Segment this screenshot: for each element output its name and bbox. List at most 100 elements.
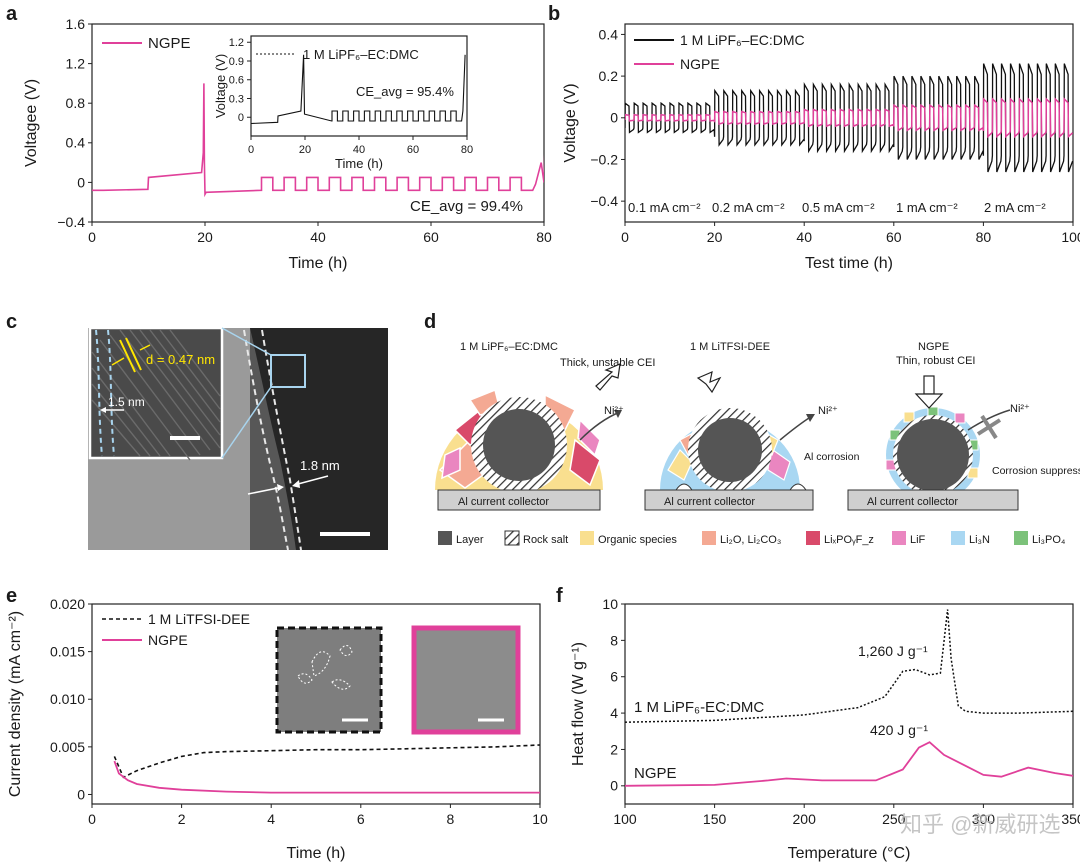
x-axis-label: Test time (h) xyxy=(805,255,893,272)
y-tick-label: 0.3 xyxy=(229,93,244,105)
legend-swatch xyxy=(951,531,965,545)
panel-label-b: b xyxy=(548,3,560,25)
x-tick-label: 80 xyxy=(536,229,552,245)
ion-label-2: Ni²⁺ xyxy=(818,405,838,417)
cei-note-3: Thin, robust CEI xyxy=(896,355,975,367)
y-tick-label: 0 xyxy=(238,112,244,124)
x-tick-label: 20 xyxy=(197,229,213,245)
plot-frame xyxy=(91,603,541,805)
series-line-ngpe xyxy=(625,741,1073,787)
legend-label: LiₓPOᵧF_z xyxy=(824,534,874,546)
tem-image: d = 0.47 nm 1.5 nm 1.8 nm xyxy=(88,326,388,551)
inset-series-line xyxy=(250,54,466,125)
legend-swatch xyxy=(892,531,906,545)
series-clip xyxy=(625,63,1073,173)
inset-legend-label: 1 M LiPF₆–EC:DMC xyxy=(303,47,419,62)
schematic-legend: Layer Rock salt Organic species Li₂O, Li₂CO… xyxy=(438,530,1066,546)
series-line-ngpe xyxy=(113,760,540,794)
x-tick-label: 100 xyxy=(1061,229,1080,245)
x-tick-label: 300 xyxy=(972,811,996,827)
segment-label: 0.2 mA cm⁻² xyxy=(712,200,785,215)
particle-ngpe: Al current collector NGPE Thin, robust C… xyxy=(847,341,1080,511)
y-axis-label: Heat flow (W g⁻¹) xyxy=(570,642,587,766)
legend-label-ngpe: NGPE xyxy=(680,56,720,72)
ion-label-3: Ni²⁺ xyxy=(1010,403,1030,415)
y-tick-label: 0 xyxy=(610,778,618,794)
y-tick-label: 6 xyxy=(610,669,618,685)
legend-label: Organic species xyxy=(598,534,677,546)
y-tick-label: 0 xyxy=(610,110,618,126)
chart-e: 0 2 4 6 8 10 0 0.005 0.010 0.015 0.020 Time (h) Curr… xyxy=(7,596,548,862)
series-clip xyxy=(625,609,1073,787)
legend-label: Rock salt xyxy=(523,534,568,546)
particle-title-1: 1 M LiPF₆–EC:DMC xyxy=(460,341,558,353)
legend-swatch xyxy=(438,531,452,545)
panel-label-e: e xyxy=(6,585,17,607)
legend-swatch xyxy=(806,531,820,545)
legend-label: Li₃N xyxy=(969,534,990,546)
y-tick-label: 1.6 xyxy=(66,16,86,32)
x-tick-label: 6 xyxy=(357,811,365,827)
inner-layer-thickness: 1.5 nm xyxy=(108,395,145,409)
series-line-litfsi xyxy=(113,744,540,779)
panel-label-c: c xyxy=(6,311,17,333)
y-tick-label: −0.4 xyxy=(590,193,618,209)
y-tick-label: 0.4 xyxy=(66,135,86,151)
sem-insets xyxy=(275,625,521,735)
y-tick-label: 0.015 xyxy=(50,644,85,660)
legend-label-litfsi: 1 M LiTFSI-DEE xyxy=(148,611,250,627)
x-axis-label: Time (h) xyxy=(335,156,383,171)
y-axis-label: Voltage (V) xyxy=(213,54,228,118)
x-tick-label: 0 xyxy=(88,811,96,827)
ion-label-1: Ni²⁺ xyxy=(604,405,624,417)
legend-swatch xyxy=(1014,531,1028,545)
x-axis-label: Time (h) xyxy=(289,255,348,272)
particle-lipf6: Al current collector 1 M LiPF₆–EC:DMC Th… xyxy=(435,341,655,511)
panel-label-a: a xyxy=(6,3,18,25)
legend-swatch xyxy=(504,530,520,546)
y-axis-label: Voltage (V) xyxy=(562,83,579,162)
x-tick-label: 60 xyxy=(407,144,419,156)
panel-label-d: d xyxy=(424,311,436,333)
legend-label: Li₂O, Li₂CO₃ xyxy=(720,534,781,546)
x-tick-label: 0 xyxy=(248,144,254,156)
series-line-ngpe xyxy=(92,83,544,198)
x-tick-label: 80 xyxy=(976,229,992,245)
legend-label-lipf6: 1 M LiPF₆–EC:DMC xyxy=(680,32,805,48)
y-tick-label: −0.2 xyxy=(590,151,618,167)
x-tick-label: 200 xyxy=(793,811,817,827)
x-tick-label: 2 xyxy=(178,811,186,827)
y-tick-label: 0.8 xyxy=(66,95,86,111)
y-tick-label: 0.2 xyxy=(599,68,619,84)
y-tick-label: −0.4 xyxy=(57,214,85,230)
collector-label-3: Al current collector xyxy=(867,496,958,508)
y-tick-label: 0 xyxy=(77,786,85,802)
y-tick-label: 0.020 xyxy=(50,596,85,612)
x-tick-label: 0 xyxy=(88,229,96,245)
x-tick-label: 40 xyxy=(353,144,365,156)
annotation-lipf6: 1,260 J g⁻¹ xyxy=(858,643,928,659)
d-spacing-label: d = 0.47 nm xyxy=(146,352,215,367)
y-axis-label: Voltagee (V) xyxy=(23,79,40,167)
legend-label: Li₃PO₄ xyxy=(1032,534,1066,546)
x-tick-label: 40 xyxy=(796,229,812,245)
chart-a-inset: 0 20 40 60 80 0 0.3 0.6 0.9 1.2 Time (h) Voltage (V… xyxy=(213,35,473,171)
legend-label: LiF xyxy=(910,534,926,546)
watermark: 知乎 @新威研选 xyxy=(900,812,1060,837)
y-tick-label: 0.4 xyxy=(599,26,619,42)
chart-f: 100 150 200 250 300 350 0 2 4 6 8 10 Temperature (°C… xyxy=(570,596,1080,862)
legend-label-ngpe: NGPE xyxy=(148,35,191,52)
cei-note-1: Thick, unstable CEI xyxy=(560,357,655,369)
legend-label: Layer xyxy=(456,534,484,546)
x-tick-label: 60 xyxy=(886,229,902,245)
x-tick-label: 20 xyxy=(299,144,311,156)
x-tick-label: 10 xyxy=(532,811,548,827)
y-tick-label: 1.2 xyxy=(229,37,244,49)
annotation-ngpe: 420 J g⁻¹ xyxy=(870,722,928,738)
x-axis-label: Temperature (°C) xyxy=(788,845,911,862)
al-corrosion-label: Al corrosion xyxy=(804,451,860,463)
outer-layer-thickness: 1.8 nm xyxy=(300,458,340,473)
x-tick-label: 80 xyxy=(461,144,473,156)
x-tick-label: 60 xyxy=(423,229,439,245)
